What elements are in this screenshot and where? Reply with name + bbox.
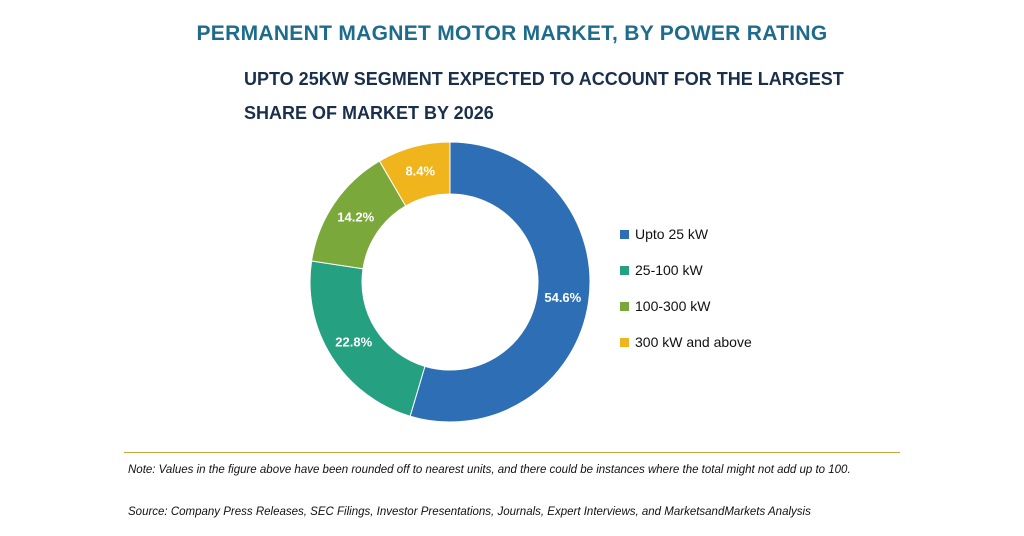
chart-subtitle: UPTO 25KW SEGMENT EXPECTED TO ACCOUNT FO… bbox=[244, 69, 844, 123]
legend-item: 300 kW and above bbox=[620, 324, 752, 360]
slice-value-label: 22.8% bbox=[335, 335, 372, 350]
slice-value-label: 8.4% bbox=[405, 163, 435, 178]
legend-swatch bbox=[620, 265, 629, 275]
legend-item: Upto 25 kW bbox=[620, 216, 752, 252]
footnote: Note: Values in the figure above have be… bbox=[128, 464, 851, 476]
legend-label: Upto 25 kW bbox=[635, 226, 709, 242]
chart-title: PERMANENT MAGNET MOTOR MARKET, BY POWER … bbox=[196, 22, 828, 45]
legend-item: 100-300 kW bbox=[620, 288, 752, 324]
legend-swatch bbox=[620, 229, 629, 239]
legend-label: 25-100 kW bbox=[635, 262, 703, 278]
slice-value-label: 14.2% bbox=[337, 209, 374, 224]
legend-swatch bbox=[620, 301, 629, 311]
footer-divider bbox=[124, 452, 900, 453]
legend-label: 300 kW and above bbox=[635, 334, 752, 350]
legend-label: 100-300 kW bbox=[635, 298, 711, 314]
legend-swatch bbox=[620, 337, 629, 347]
chart-legend: Upto 25 kW 25-100 kW 100-300 kW 300 kW and … bbox=[620, 216, 752, 360]
source-note: Source: Company Press Releases, SEC Fili… bbox=[128, 506, 811, 518]
donut-slice bbox=[409, 141, 591, 423]
slice-value-label: 54.6% bbox=[544, 290, 581, 305]
legend-item: 25-100 kW bbox=[620, 252, 752, 288]
donut-slice bbox=[378, 141, 451, 207]
donut-chart: 54.6% 22.8% 14.2% 8.4% bbox=[309, 141, 591, 423]
